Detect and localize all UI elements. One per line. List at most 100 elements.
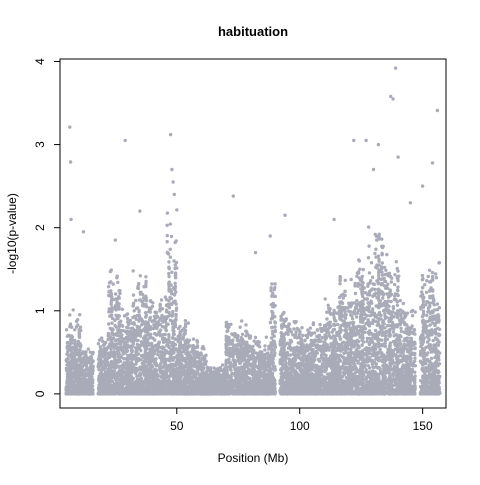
data-point	[65, 375, 70, 379]
data-point	[138, 365, 142, 369]
data-point	[68, 388, 73, 392]
data-point	[158, 333, 162, 338]
data-point	[138, 389, 143, 393]
data-point	[178, 368, 182, 373]
data-point	[78, 325, 83, 329]
data-point	[144, 299, 149, 303]
data-point	[74, 325, 79, 329]
data-point	[65, 345, 70, 349]
data-point	[200, 383, 204, 387]
data-point	[153, 310, 157, 314]
data-point	[131, 344, 135, 348]
data-point	[117, 295, 121, 299]
data-point	[240, 332, 245, 336]
data-point	[170, 372, 175, 376]
data-point	[133, 367, 138, 371]
data-point	[173, 240, 177, 245]
data-point	[212, 366, 216, 370]
data-point	[96, 342, 101, 346]
data-point	[183, 383, 188, 387]
data-point	[70, 325, 74, 329]
data-point	[77, 332, 82, 336]
data-point	[195, 381, 199, 385]
data-point	[192, 355, 196, 360]
data-point	[135, 330, 139, 334]
data-point	[97, 367, 101, 372]
data-point	[122, 357, 126, 361]
data-point	[245, 354, 249, 358]
data-point	[244, 387, 248, 391]
data-point	[73, 328, 77, 332]
data-point	[119, 391, 123, 396]
data-point	[73, 387, 77, 391]
data-point	[118, 291, 122, 296]
data-point	[108, 379, 112, 384]
data-point	[205, 390, 209, 395]
data-point	[106, 355, 111, 359]
data-point	[69, 341, 74, 345]
data-point	[113, 355, 117, 360]
data-point	[218, 374, 223, 378]
data-point	[128, 318, 132, 323]
data-point	[121, 349, 125, 353]
data-point	[115, 276, 119, 280]
data-point	[131, 382, 135, 386]
data-point	[102, 355, 107, 360]
data-point	[119, 355, 124, 359]
data-point	[86, 378, 90, 382]
data-point	[171, 328, 175, 332]
data-point	[178, 347, 182, 352]
data-point	[134, 317, 138, 321]
data-point	[99, 384, 104, 388]
data-point	[175, 337, 179, 341]
data-point	[73, 378, 77, 382]
data-point	[117, 302, 121, 306]
data-point	[153, 361, 157, 365]
data-point	[131, 293, 136, 297]
data-point	[114, 361, 119, 365]
data-point	[102, 347, 107, 352]
data-point	[65, 352, 69, 356]
data-point	[153, 332, 157, 336]
data-point	[65, 334, 70, 338]
data-point	[246, 333, 250, 337]
data-point	[144, 296, 148, 300]
data-point	[134, 338, 139, 342]
data-point	[70, 345, 75, 349]
data-point	[199, 374, 203, 378]
data-point	[64, 366, 69, 371]
data-point	[109, 302, 113, 306]
data-point	[100, 359, 104, 364]
data-point	[109, 314, 113, 318]
data-point	[137, 378, 141, 382]
data-point	[167, 351, 171, 356]
data-point	[143, 311, 148, 315]
data-point	[153, 317, 157, 322]
data-point	[167, 260, 171, 264]
data-point	[121, 324, 125, 328]
data-point	[173, 284, 178, 289]
data-point	[119, 329, 124, 333]
data-point	[89, 372, 93, 377]
data-point	[244, 323, 248, 327]
data-point	[175, 208, 179, 212]
data-point	[144, 275, 148, 279]
data-point	[122, 369, 127, 374]
data-point	[77, 328, 81, 332]
data-point	[153, 338, 157, 342]
data-point	[218, 391, 222, 395]
data-point	[73, 339, 77, 343]
data-point	[167, 359, 171, 363]
data-point	[114, 292, 118, 296]
data-point	[146, 374, 150, 378]
data-point	[69, 383, 74, 387]
data-point	[148, 306, 152, 310]
data-point	[111, 282, 115, 286]
data-point	[171, 312, 175, 316]
data-point	[173, 318, 177, 322]
data-point	[125, 332, 129, 336]
data-point	[205, 374, 209, 379]
data-point	[80, 377, 84, 381]
data-point	[169, 234, 174, 239]
